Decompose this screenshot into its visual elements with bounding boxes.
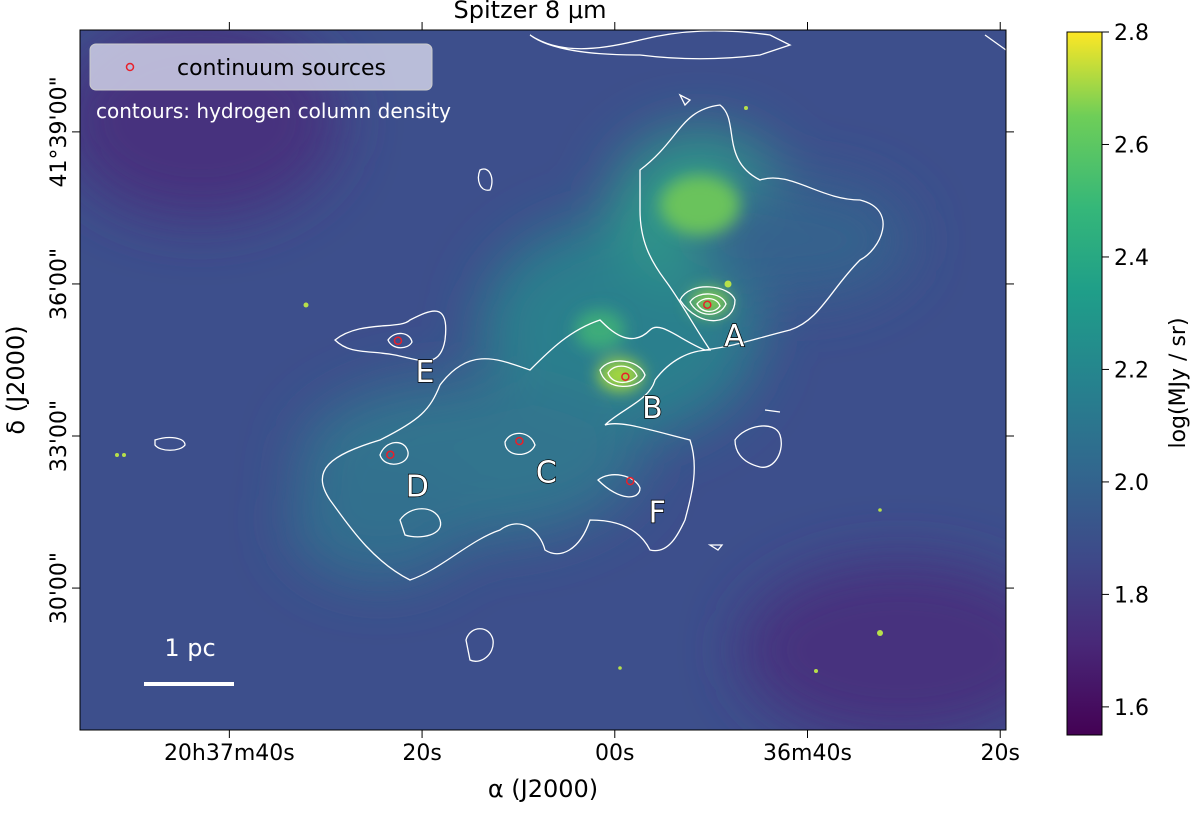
image	[80, 30, 1006, 730]
source-label: A	[724, 319, 745, 354]
colorbar-tick-label: 1.6	[1114, 696, 1149, 721]
x-tick-label: 00s	[595, 741, 634, 766]
y-tick-label: 30'00"	[47, 552, 72, 624]
x-tick-label: 20s	[402, 741, 441, 766]
x-tick-label: 36m40s	[763, 741, 852, 766]
legend-marker	[125, 62, 135, 72]
legend	[89, 43, 433, 91]
continuum-source	[515, 436, 524, 446]
x-tick-label: 20s	[980, 741, 1019, 766]
source-label: B	[642, 391, 663, 426]
y-tick-label: 36'00"	[47, 248, 72, 320]
chart-title: Spitzer 8 μm	[454, 0, 607, 24]
source-label: F	[649, 496, 666, 531]
continuum-source	[386, 450, 395, 460]
colorbar	[1066, 31, 1103, 736]
y-tick-label: 33'00"	[47, 400, 72, 472]
x-tick-label: 20h37m40s	[164, 741, 295, 766]
colorbar-tick-label: 2.8	[1114, 21, 1149, 46]
continuum-source	[625, 476, 635, 486]
y-tick-label: 41°39'00"	[47, 76, 72, 187]
colorbar-tick-label: 2.0	[1114, 471, 1149, 496]
colorbar-tick-label: 1.8	[1114, 583, 1149, 608]
continuum-source	[393, 336, 403, 345]
colorbar-tick-label: 2.2	[1114, 358, 1149, 383]
source-label: C	[536, 456, 557, 491]
contour-note: contours: hydrogen column density	[96, 99, 451, 123]
scale-bar-label: 1 pc	[164, 634, 215, 662]
source-label: E	[415, 355, 434, 390]
colorbar-label: log(MJy / sr)	[1166, 317, 1191, 448]
x-axis-label: α (J2000)	[488, 775, 598, 803]
continuum-source	[703, 300, 712, 309]
legend-label: continuum sources	[177, 56, 386, 81]
y-axis-label: δ (J2000)	[2, 325, 30, 434]
source-label: D	[406, 469, 429, 504]
colorbar-tick-label: 2.6	[1114, 133, 1149, 158]
continuum-source	[621, 372, 630, 381]
colorbar-tick-label: 2.4	[1114, 246, 1149, 271]
